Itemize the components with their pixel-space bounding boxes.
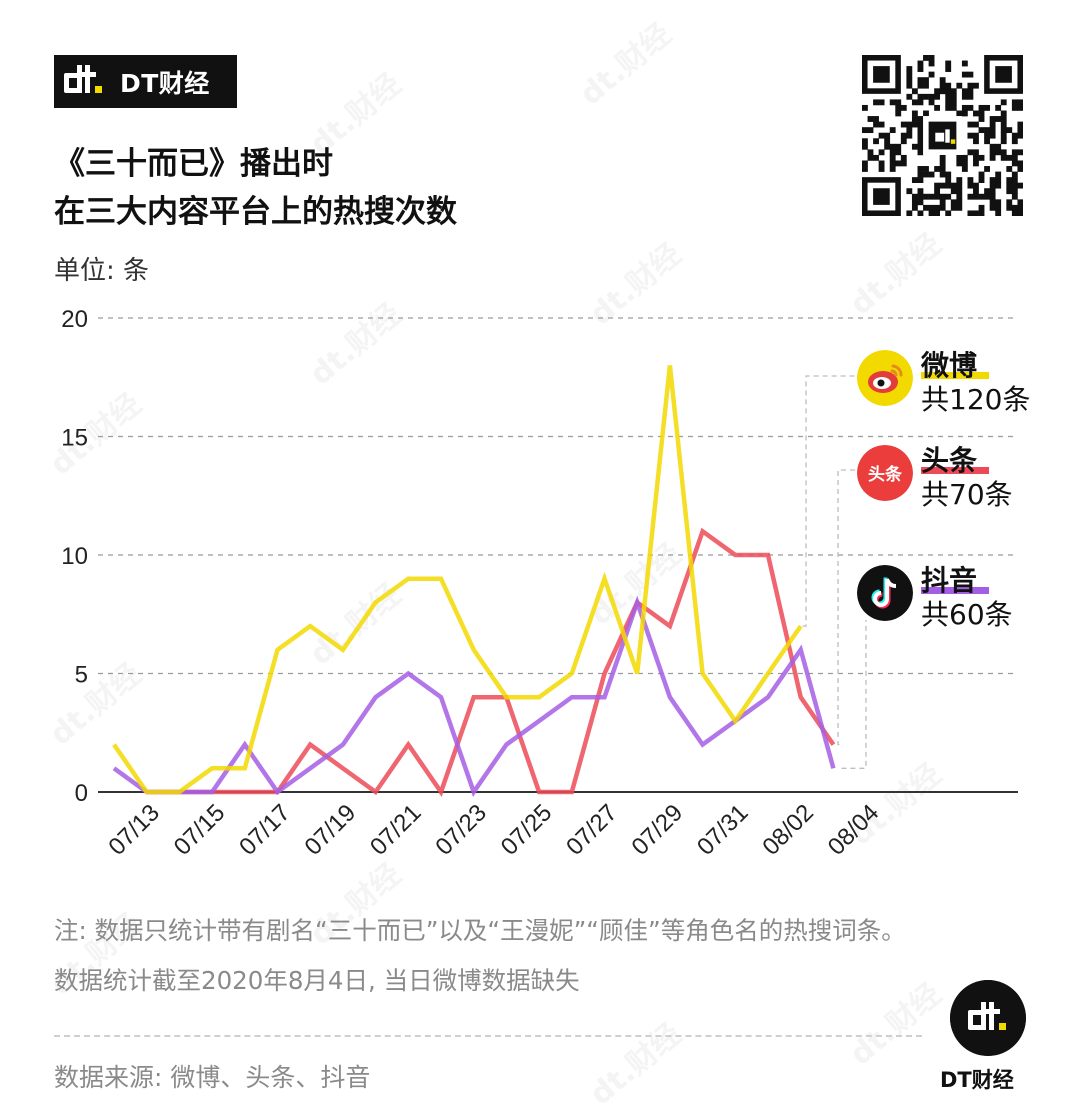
legend-swatch — [921, 587, 989, 594]
watermark: dt.财经 — [568, 11, 679, 114]
x-tick-label: 07/19 — [300, 799, 362, 861]
y-tick-label: 0 — [75, 780, 88, 807]
legend-item-toutiao: 头条 头条 共70条 — [857, 445, 1013, 513]
x-tick-label: 07/15 — [169, 799, 231, 861]
x-tick-label: 08/02 — [757, 799, 819, 861]
qr-code-icon — [862, 55, 1023, 216]
footer-brand-name: DT财经 — [940, 1068, 1014, 1092]
svg-text:头条: 头条 — [868, 464, 903, 485]
douyin-icon — [857, 565, 913, 621]
series-line-toutiao — [146, 527, 836, 797]
legend-leader-line — [802, 375, 856, 627]
x-tick-label: 07/29 — [627, 799, 689, 861]
x-tick-label: 07/31 — [692, 799, 754, 861]
x-tick-label: 07/27 — [561, 799, 623, 861]
legend-leader-line — [841, 620, 867, 769]
legend-item-weibo: 微博 共120条 — [857, 350, 1030, 418]
legend-label: 抖音 — [921, 565, 989, 597]
dt-logo-icon — [64, 65, 102, 93]
brand-badge: DT财经 — [54, 55, 237, 108]
y-tick-label: 15 — [61, 425, 88, 452]
x-tick-label: 07/25 — [496, 799, 558, 861]
legend-item-douyin: 抖音 共60条 — [857, 565, 1013, 633]
brand-name: DT财经 — [120, 68, 210, 98]
data-source: 数据来源: 微博、头条、抖音 — [54, 1063, 371, 1092]
x-tick-label: 07/13 — [103, 799, 165, 861]
legend-label: 头条 — [921, 445, 989, 477]
legend-total: 共60条 — [921, 598, 1013, 631]
watermark: dt.财经 — [578, 1011, 689, 1113]
series-line-weibo — [112, 365, 803, 795]
legend-label: 微博 — [921, 350, 989, 382]
title-line-2: 在三大内容平台上的热搜次数 — [54, 194, 457, 230]
title-line-1: 《三十而已》播出时 — [54, 146, 333, 182]
y-tick-label: 20 — [61, 306, 88, 333]
toutiao-icon: 头条 — [857, 445, 913, 501]
y-tick-label: 5 — [75, 662, 88, 689]
y-tick-label: 10 — [61, 543, 88, 570]
chart-title: 《三十而已》播出时 在三大内容平台上的热搜次数 — [54, 140, 457, 236]
x-tick-label: 07/21 — [365, 799, 427, 861]
footnote: 注: 数据只统计带有剧名“三十而已”以及“王漫妮”“顾佳”等角色名的热搜词条。 … — [54, 906, 906, 1006]
x-tick-label: 07/23 — [430, 799, 492, 861]
legend-leader-line — [837, 469, 856, 746]
unit-label: 单位: 条 — [54, 256, 150, 286]
series-line-douyin — [112, 595, 836, 797]
legend-total: 共70条 — [921, 478, 1013, 511]
x-tick-label: 07/17 — [234, 799, 296, 861]
footnote-line-2: 数据统计截至2020年8月4日, 当日微博数据缺失 — [54, 966, 580, 995]
legend-swatch — [921, 467, 989, 474]
divider — [54, 1035, 922, 1037]
weibo-icon — [857, 350, 913, 406]
x-tick-label: 08/04 — [823, 799, 885, 861]
legend-swatch — [921, 372, 989, 379]
footnote-line-1: 注: 数据只统计带有剧名“三十而已”以及“王漫妮”“顾佳”等角色名的热搜词条。 — [54, 916, 906, 945]
footer-dt-logo-icon — [950, 980, 1026, 1056]
legend-total: 共120条 — [921, 383, 1031, 416]
